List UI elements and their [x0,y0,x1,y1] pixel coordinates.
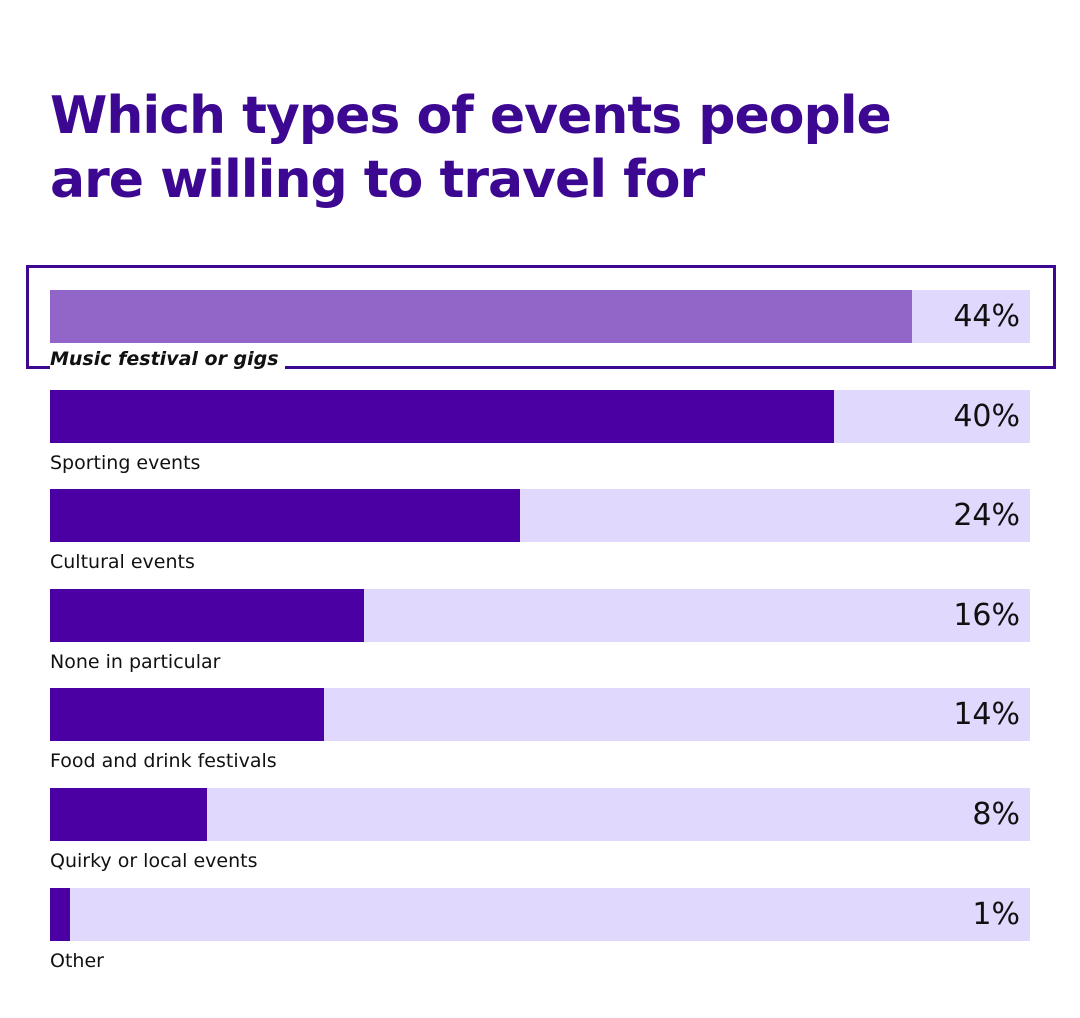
bar-value-label: 14% [953,697,1020,732]
bar-category-label: Other [50,950,104,972]
chart-title-line-1: Which types of events people [50,86,892,146]
bar-value-label: 24% [953,498,1020,533]
bar-category-label: Cultural events [50,551,195,573]
bar-value-label: 16% [953,598,1020,633]
bar-sporting-events [50,390,834,443]
bar-none-in-particular [50,589,364,642]
bar-value-label: 1% [972,897,1020,932]
bar-track [50,888,1030,941]
bar-category-label: Quirky or local events [50,850,258,872]
bar-value-label: 40% [953,399,1020,434]
chart-title-line-2: are willing to travel for [50,150,705,210]
bar-quirky-or-local-events [50,788,207,841]
bar-track [50,290,1030,343]
bar-cultural-events [50,489,521,542]
bar-category-label: Sporting events [50,452,201,474]
chart-title: Which types of events people are willing… [50,84,1050,212]
bar-category-label: Food and drink festivals [50,750,277,772]
bar-category-label: Music festival or gigs [50,348,285,370]
bar-track [50,688,1030,741]
bar-track [50,788,1030,841]
bar-category-label: None in particular [50,651,221,673]
bar-track [50,489,1030,542]
bar-value-label: 44% [953,299,1020,334]
bar-food-and-drink-festivals [50,688,325,741]
bar-track [50,589,1030,642]
bar-value-label: 8% [972,797,1020,832]
highlight-frame [26,265,1056,369]
bar-other [50,888,70,941]
bar-track [50,390,1030,443]
bar-music-festival-or-gigs [50,290,913,343]
